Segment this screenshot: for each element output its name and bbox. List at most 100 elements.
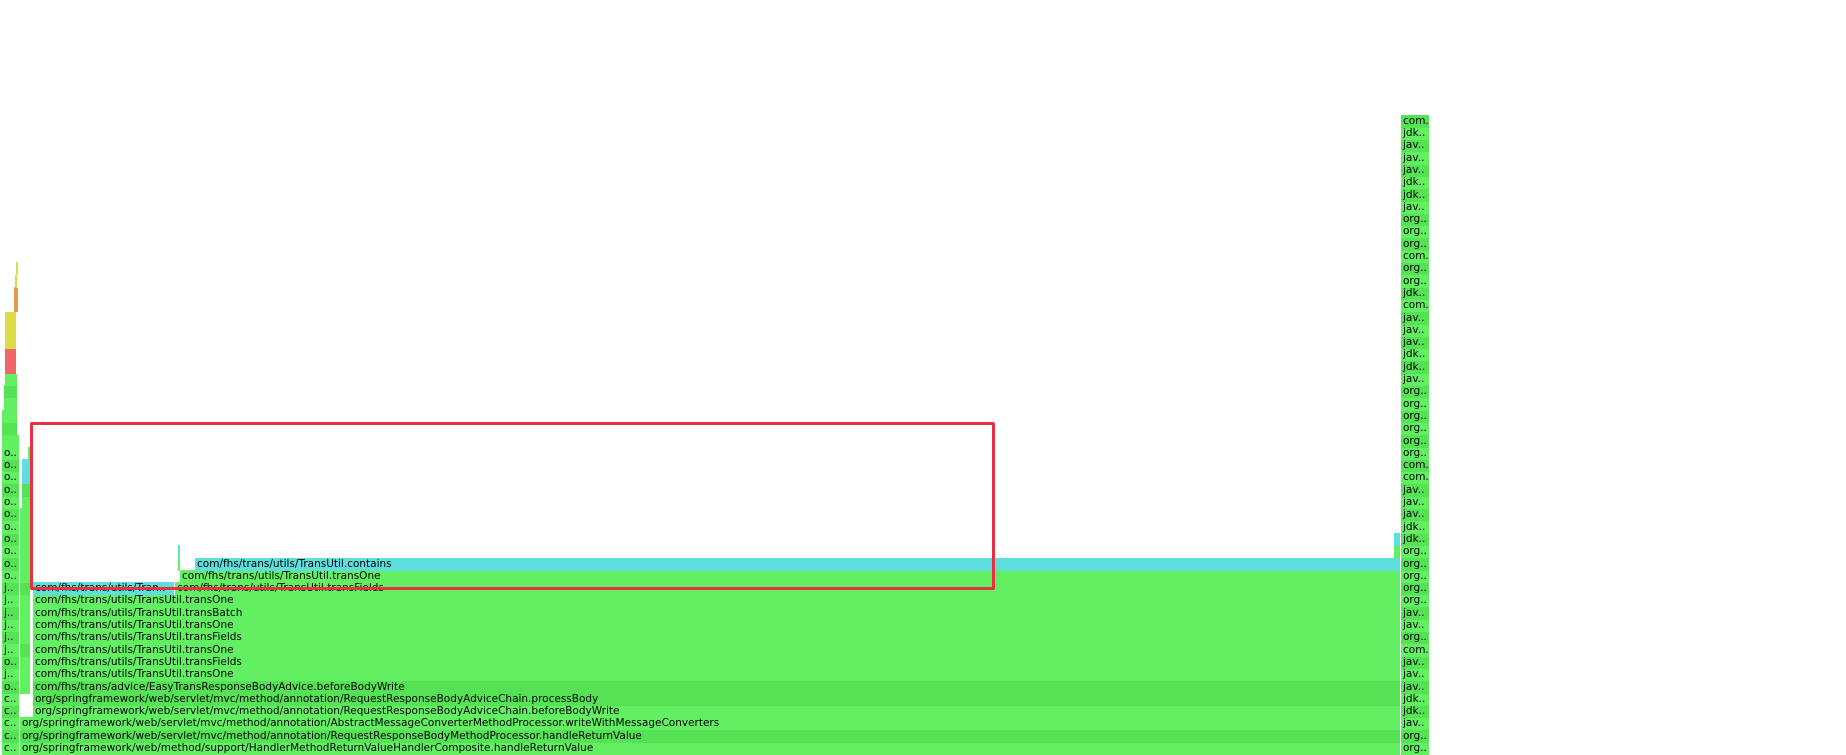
- flame-frame[interactable]: j..: [2, 619, 20, 632]
- flame-frame[interactable]: o..: [2, 447, 20, 460]
- flame-frame[interactable]: jdk..: [1401, 127, 1430, 140]
- flame-frame[interactable]: com/fhs/trans/utils/TransUtil.transOne: [33, 619, 1401, 632]
- flame-frame[interactable]: j..: [2, 607, 20, 620]
- flame-frame[interactable]: org..: [1401, 594, 1430, 607]
- flame-frame-unlabeled[interactable]: [20, 668, 31, 681]
- flame-frame-unlabeled[interactable]: [2, 422, 18, 435]
- flame-frame[interactable]: org/springframework/web/servlet/mvc/meth…: [20, 730, 1401, 743]
- flame-frame-unlabeled[interactable]: [178, 558, 181, 571]
- flame-frame[interactable]: jav..: [1401, 312, 1430, 325]
- flame-frame[interactable]: org..: [1401, 275, 1430, 288]
- flame-frame[interactable]: org/springframework/web/method/support/H…: [20, 742, 1401, 755]
- flame-frame[interactable]: jdk..: [1401, 361, 1430, 374]
- flame-frame[interactable]: jav..: [1401, 324, 1430, 337]
- flame-frame-unlabeled[interactable]: [1394, 545, 1401, 558]
- flame-frame-unlabeled[interactable]: [22, 484, 31, 497]
- flame-frame-unlabeled[interactable]: [28, 447, 31, 460]
- flame-frame[interactable]: o..: [2, 484, 20, 497]
- flame-frame[interactable]: com..: [1401, 299, 1430, 312]
- flame-frame[interactable]: j..: [2, 582, 20, 595]
- flame-frame[interactable]: com..: [1401, 471, 1430, 484]
- flame-frame[interactable]: org..: [1401, 545, 1430, 558]
- flame-frame-unlabeled[interactable]: [20, 545, 31, 558]
- flame-frame[interactable]: org..: [1401, 570, 1430, 583]
- flame-frame[interactable]: org/springframework/web/servlet/mvc/meth…: [33, 693, 1401, 706]
- flame-frame-unlabeled[interactable]: [178, 545, 181, 558]
- flame-frame[interactable]: org..: [1401, 582, 1430, 595]
- flame-frame-unlabeled[interactable]: [5, 336, 17, 349]
- flame-frame[interactable]: org..: [1401, 398, 1430, 411]
- flame-frame[interactable]: org..: [1401, 410, 1430, 423]
- flame-frame[interactable]: jav..: [1401, 607, 1430, 620]
- flame-frame[interactable]: o..: [2, 558, 20, 571]
- flame-frame-unlabeled[interactable]: [22, 496, 31, 509]
- flame-frame-unlabeled[interactable]: [5, 324, 17, 337]
- flame-frame-unlabeled[interactable]: [20, 594, 31, 607]
- flame-frame-unlabeled[interactable]: [20, 681, 31, 694]
- flame-frame[interactable]: com/fhs/trans/advice/EasyTransResponseBo…: [33, 681, 1401, 694]
- flame-frame[interactable]: jdk..: [1401, 189, 1430, 202]
- flame-frame-unlabeled[interactable]: [20, 656, 31, 669]
- flame-frame[interactable]: jdk..: [1401, 287, 1430, 300]
- flame-frame-unlabeled[interactable]: [22, 471, 31, 484]
- flame-frame[interactable]: jav..: [1401, 496, 1430, 509]
- flame-frame[interactable]: c..: [2, 717, 20, 730]
- flame-frame[interactable]: org..: [1401, 385, 1430, 398]
- flame-frame[interactable]: c..: [2, 742, 20, 755]
- flame-frame[interactable]: c..: [2, 693, 20, 706]
- flame-frame-unlabeled[interactable]: [20, 521, 31, 534]
- flame-frame-unlabeled[interactable]: [4, 398, 18, 411]
- flame-frame[interactable]: com/fhs/trans/utils/TransUtil.transOne: [33, 644, 1401, 657]
- flame-frame[interactable]: org/springframework/web/servlet/mvc/meth…: [33, 705, 1401, 718]
- flame-frame[interactable]: o..: [2, 533, 20, 546]
- flame-frame[interactable]: jdk..: [1401, 176, 1430, 189]
- flame-frame[interactable]: o..: [2, 681, 20, 694]
- flame-frame-unlabeled[interactable]: [14, 287, 19, 300]
- flame-frame[interactable]: c..: [2, 705, 20, 718]
- flame-frame[interactable]: j..: [2, 631, 20, 644]
- flame-frame[interactable]: org..: [1401, 631, 1430, 644]
- flame-frame[interactable]: com..: [1401, 644, 1430, 657]
- flame-frame[interactable]: o..: [2, 545, 20, 558]
- flame-frame[interactable]: jav..: [1401, 484, 1430, 497]
- flame-frame[interactable]: jav..: [1401, 201, 1430, 214]
- flame-frame[interactable]: jdk..: [1401, 705, 1430, 718]
- flame-frame[interactable]: j..: [2, 668, 20, 681]
- flame-frame[interactable]: org/springframework/web/servlet/mvc/meth…: [20, 717, 1401, 730]
- flame-frame[interactable]: org..: [1401, 730, 1430, 743]
- flame-frame[interactable]: o..: [2, 570, 20, 583]
- flame-frame[interactable]: jav..: [1401, 336, 1430, 349]
- flame-frame[interactable]: j..: [2, 644, 20, 657]
- flame-frame-unlabeled[interactable]: [5, 312, 17, 325]
- flame-frame[interactable]: com/fhs/trans/utils/TransUtil.contains: [195, 558, 1401, 571]
- flame-frame[interactable]: com..: [1401, 459, 1430, 472]
- flame-frame[interactable]: com..: [1401, 115, 1430, 128]
- flame-frame-unlabeled[interactable]: [20, 570, 31, 583]
- flame-frame-unlabeled[interactable]: [20, 607, 31, 620]
- flame-frame[interactable]: jav..: [1401, 681, 1430, 694]
- flame-frame[interactable]: jav..: [1401, 139, 1430, 152]
- flame-frame[interactable]: jav..: [1401, 152, 1430, 165]
- flame-frame[interactable]: org..: [1401, 213, 1430, 226]
- flame-frame[interactable]: org..: [1401, 225, 1430, 238]
- flame-frame[interactable]: jav..: [1401, 508, 1430, 521]
- flame-frame[interactable]: com/fhs/trans/utils/TransUtil.transOne: [33, 594, 1401, 607]
- flame-frame-unlabeled[interactable]: [5, 348, 17, 361]
- flame-frame[interactable]: c..: [2, 730, 20, 743]
- flame-frame[interactable]: jdk..: [1401, 348, 1430, 361]
- flame-frame[interactable]: jav..: [1401, 717, 1430, 730]
- flame-frame-unlabeled[interactable]: [5, 361, 17, 374]
- flame-frame[interactable]: org..: [1401, 558, 1430, 571]
- flame-frame-unlabeled[interactable]: [2, 435, 20, 448]
- flame-frame-unlabeled[interactable]: [20, 631, 31, 644]
- flame-frame-unlabeled[interactable]: [20, 508, 31, 521]
- flame-frame[interactable]: jav..: [1401, 656, 1430, 669]
- flame-frame[interactable]: com/fhs/trans/utils/Tran..: [33, 582, 175, 595]
- flame-frame[interactable]: com/fhs/trans/utils/TransUtil.transOne: [180, 570, 1401, 583]
- flame-frame[interactable]: j..: [2, 594, 20, 607]
- flame-frame-unlabeled[interactable]: [20, 558, 31, 571]
- flame-frame[interactable]: com/fhs/trans/utils/TransUtil.transOne: [33, 668, 1401, 681]
- flame-frame[interactable]: jav..: [1401, 668, 1430, 681]
- flame-frame[interactable]: o..: [2, 656, 20, 669]
- flame-frame-unlabeled[interactable]: [1394, 558, 1401, 571]
